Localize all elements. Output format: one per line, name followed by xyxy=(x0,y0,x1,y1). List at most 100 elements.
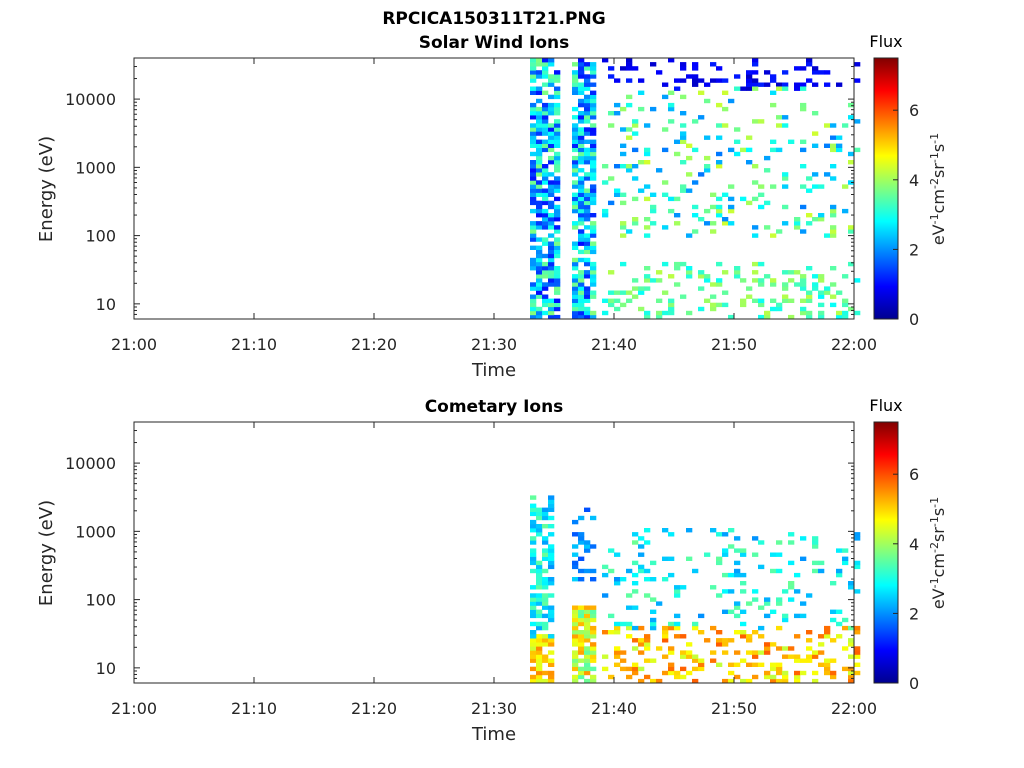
heatmap-cell xyxy=(680,184,687,189)
heatmap-cell xyxy=(836,135,843,140)
heatmap-cell xyxy=(542,634,549,639)
heatmap-cell xyxy=(590,261,597,267)
heatmap-cell xyxy=(584,78,591,83)
heatmap-cell xyxy=(572,605,579,610)
heatmap-cell xyxy=(800,278,807,283)
heatmap-cell xyxy=(590,229,597,234)
heatmap-cell xyxy=(626,62,633,67)
heatmap-cell xyxy=(776,601,783,606)
heatmap-cell xyxy=(668,650,675,655)
heatmap-cell xyxy=(692,625,699,631)
heatmap-cell xyxy=(680,650,687,655)
heatmap-cell xyxy=(758,634,765,639)
heatmap-cell xyxy=(638,544,645,549)
heatmap-cell xyxy=(662,147,669,153)
heatmap-cell xyxy=(584,294,591,299)
heatmap-cell xyxy=(722,192,729,197)
heatmap-cell xyxy=(638,568,645,574)
heatmap-cell xyxy=(734,630,741,635)
heatmap-cell xyxy=(692,62,699,67)
heatmap-cell xyxy=(728,572,735,578)
heatmap-cell xyxy=(746,82,753,87)
heatmap-cell xyxy=(548,74,555,79)
heatmap-cell xyxy=(542,225,549,230)
heatmap-cell xyxy=(758,662,765,667)
heatmap-cell xyxy=(680,123,687,128)
heatmap-cell xyxy=(734,86,741,91)
heatmap-cell xyxy=(746,634,753,639)
heatmap-cell xyxy=(578,127,585,132)
heatmap-cell xyxy=(536,270,543,275)
heatmap-cell xyxy=(608,298,615,303)
heatmap-cell xyxy=(530,180,537,185)
heatmap-cell xyxy=(644,642,651,647)
solar-wind-colorbar-ticks: 0 2 4 6 xyxy=(893,101,919,329)
heatmap-cell xyxy=(644,286,651,291)
cometary-y-label: Energy (eV) xyxy=(36,500,57,606)
heatmap-cell xyxy=(746,74,753,79)
heatmap-cell xyxy=(800,147,807,153)
heatmap-cell xyxy=(536,237,543,242)
heatmap-cell xyxy=(578,286,585,291)
cometary-colorbar-title: Flux xyxy=(869,396,902,415)
heatmap-cell xyxy=(794,589,801,594)
heatmap-cell xyxy=(590,241,597,246)
heatmap-cell xyxy=(800,139,807,144)
heatmap-cell xyxy=(632,605,639,610)
heatmap-cell xyxy=(536,286,543,291)
heatmap-cell xyxy=(620,164,627,169)
heatmap-cell xyxy=(794,572,801,578)
heatmap-cell xyxy=(662,638,669,643)
heatmap-cell xyxy=(770,282,777,287)
heatmap-cell xyxy=(572,650,579,655)
heatmap-cell xyxy=(776,625,783,631)
heatmap-cell xyxy=(818,302,825,308)
heatmap-cell xyxy=(692,82,699,87)
heatmap-cell xyxy=(548,642,555,647)
heatmap-cell xyxy=(686,233,693,238)
heatmap-cell xyxy=(590,155,597,161)
heatmap-cell xyxy=(536,532,543,537)
heatmap-cell xyxy=(746,662,753,667)
heatmap-cell xyxy=(710,658,717,663)
heatmap-cell xyxy=(572,621,579,627)
heatmap-cell xyxy=(548,188,555,193)
heatmap-cell xyxy=(530,613,537,619)
heatmap-cell xyxy=(626,634,633,639)
heatmap-cell xyxy=(590,98,597,104)
heatmap-cell xyxy=(548,605,555,610)
heatmap-cell xyxy=(584,306,591,312)
heatmap-cell xyxy=(572,302,579,308)
heatmap-cell xyxy=(584,261,591,267)
heatmap-cell xyxy=(578,135,585,140)
heatmap-cell xyxy=(668,310,675,316)
heatmap-cell xyxy=(542,119,549,124)
heatmap-cell xyxy=(668,106,675,112)
heatmap-cell xyxy=(794,217,801,222)
heatmap-cell xyxy=(686,74,693,79)
heatmap-cell xyxy=(590,678,597,684)
heatmap-cell xyxy=(572,577,579,582)
heatmap-cell xyxy=(572,164,579,169)
heatmap-cell xyxy=(740,678,747,684)
heatmap-cell xyxy=(734,662,741,667)
heatmap-cell xyxy=(650,658,657,663)
heatmap-cell xyxy=(812,143,819,148)
heatmap-cell xyxy=(830,302,837,308)
heatmap-cell xyxy=(554,286,561,291)
heatmap-cell xyxy=(584,74,591,79)
heatmap-cell xyxy=(632,147,639,153)
heatmap-cell xyxy=(770,233,777,238)
heatmap-cell xyxy=(572,221,579,226)
heatmap-cell xyxy=(536,646,543,651)
heatmap-cell xyxy=(818,290,825,295)
heatmap-cell xyxy=(614,577,621,582)
heatmap-cell xyxy=(584,233,591,238)
heatmap-cell xyxy=(848,654,855,659)
heatmap-cell xyxy=(800,86,807,91)
heatmap-cell xyxy=(632,164,639,169)
heatmap-cell xyxy=(584,245,591,250)
heatmap-cell xyxy=(782,678,789,684)
heatmap-cell xyxy=(584,670,591,676)
heatmap-cell xyxy=(572,552,579,557)
